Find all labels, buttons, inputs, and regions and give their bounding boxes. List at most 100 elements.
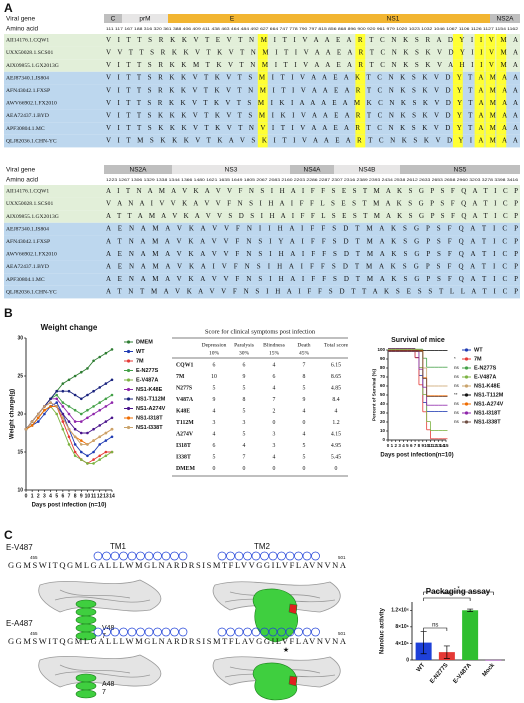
- table-cell: 4: [273, 385, 276, 391]
- error-bar: [420, 631, 427, 655]
- helix-turn: [102, 627, 111, 637]
- highlight: [485, 59, 496, 72]
- row-bg: [4, 260, 520, 274]
- highlight: [355, 59, 366, 72]
- table-cell: 0: [335, 466, 338, 472]
- y-tick-label: 10: [17, 487, 23, 493]
- helix-turn: [243, 551, 252, 561]
- data-point: [98, 435, 102, 439]
- legend-marker: [126, 378, 131, 382]
- data-point: [98, 424, 102, 427]
- row-header: 7M: [176, 374, 185, 380]
- column-header: Blindness: [263, 342, 285, 348]
- legend-label: WT: [474, 347, 483, 353]
- data-point: [104, 382, 108, 385]
- helix-turn: [119, 551, 128, 561]
- data-point: [92, 359, 95, 363]
- highlight: [496, 59, 507, 72]
- table-cell: 4: [335, 408, 338, 414]
- gene-segment: [104, 165, 172, 174]
- row-header: A274V: [176, 431, 194, 437]
- highlight: [355, 109, 366, 123]
- table-cell: 0: [213, 466, 216, 472]
- highlight: [496, 34, 507, 47]
- helix-turn: [302, 627, 312, 637]
- helix-turn: [217, 627, 227, 637]
- highlight: [474, 46, 485, 60]
- helix-turn: [153, 627, 162, 637]
- table-cell: 4.15: [331, 431, 341, 437]
- strain-name: UXX50028.1.SCS01: [6, 201, 53, 207]
- y-axis-label: Weight change(g): [10, 389, 16, 439]
- positions: 1223 1267 1306 1329 1338 1344 1366 1480 …: [106, 178, 518, 182]
- data-point: [92, 405, 95, 408]
- data-point: [43, 408, 46, 412]
- gene-row-label: Viral gene: [6, 16, 36, 23]
- significance-label: ***: [443, 593, 451, 599]
- strain-name: APF30804.1.MC: [6, 277, 45, 283]
- sequence: A E N A M A V K A V V F N S I H A I F F …: [106, 275, 518, 283]
- table-cell: 9: [243, 374, 246, 380]
- legend-marker: [464, 348, 469, 352]
- legend-marker: [126, 387, 131, 392]
- data-point: [79, 443, 83, 446]
- helix-turn: [311, 627, 320, 637]
- strain-name: AEJ87340.1.JS804: [6, 226, 49, 232]
- highlight: [474, 122, 485, 135]
- sequence: V V T T S R K K V T K V T N M I T I V A …: [106, 49, 518, 57]
- marker-star: ★: [283, 646, 289, 654]
- helix-turn: [178, 551, 188, 561]
- x-tick-label: Mock: [482, 662, 497, 678]
- y-tick-label: 80: [380, 365, 386, 370]
- table-cell: 5: [303, 443, 306, 449]
- sequence: A E N A M A V K A V V F N S I H A I F F …: [106, 250, 518, 258]
- x-tick-label: 11: [428, 443, 433, 448]
- data-point: [67, 427, 71, 431]
- highlight: [474, 34, 485, 47]
- legend-marker: [126, 368, 131, 373]
- data-point: [49, 401, 52, 404]
- data-point: [86, 393, 89, 397]
- highlight: [496, 71, 507, 85]
- data-point: [67, 435, 71, 439]
- highlight: [485, 84, 496, 97]
- x-tick-label: 9: [422, 443, 425, 448]
- significance-bracket: [423, 627, 448, 631]
- position-row-label: Amino acid: [6, 177, 39, 184]
- data-point: [104, 450, 108, 454]
- highlight: [355, 122, 366, 135]
- table-cell: 0: [303, 420, 306, 426]
- data-point: [92, 427, 95, 431]
- table-cell: 0: [243, 466, 246, 472]
- chart-title: Survival of mice: [391, 337, 445, 344]
- sequence: V I T T S R K K V T K V T S M I K I A A …: [106, 99, 518, 107]
- residue-end: 501: [338, 631, 346, 636]
- y-tick-label: 90: [380, 356, 386, 361]
- data-point: [86, 431, 89, 435]
- data-point: [67, 443, 71, 446]
- significance-bracket: [423, 591, 494, 595]
- table-cell: 8: [303, 374, 306, 380]
- x-tick-label: WT: [416, 662, 427, 673]
- data-point: [86, 443, 89, 446]
- tm-sequence: GGMSWITQGMLGALLLWMGLNARDRSISMTFLVVGGILVF…: [8, 560, 347, 570]
- y-axis-label: Nanoluc activity: [380, 607, 386, 654]
- helix-turn: [302, 551, 312, 561]
- x-tick-label: 8: [418, 443, 421, 448]
- helix-turn: [161, 627, 171, 637]
- helix-turn: [251, 627, 261, 637]
- strain-name: UXX50028.1.SCS01: [6, 50, 53, 56]
- significance: ns: [454, 401, 460, 406]
- mutation-label: A48: [102, 681, 115, 688]
- highlight: [452, 97, 463, 110]
- column-weight: 15%: [269, 350, 280, 356]
- highlight: [355, 84, 366, 97]
- highlight: [474, 109, 485, 123]
- y-tick-label: 70: [380, 374, 386, 379]
- data-point: [104, 351, 108, 355]
- sequence: A E N A M A V K A I V F N S I H A I F F …: [106, 263, 518, 271]
- table-cell: 5: [303, 454, 306, 460]
- x-tick-label: 13: [103, 493, 109, 499]
- strain-name: AEA72437.1.BYD: [6, 113, 49, 119]
- table-cell: 5: [243, 385, 246, 391]
